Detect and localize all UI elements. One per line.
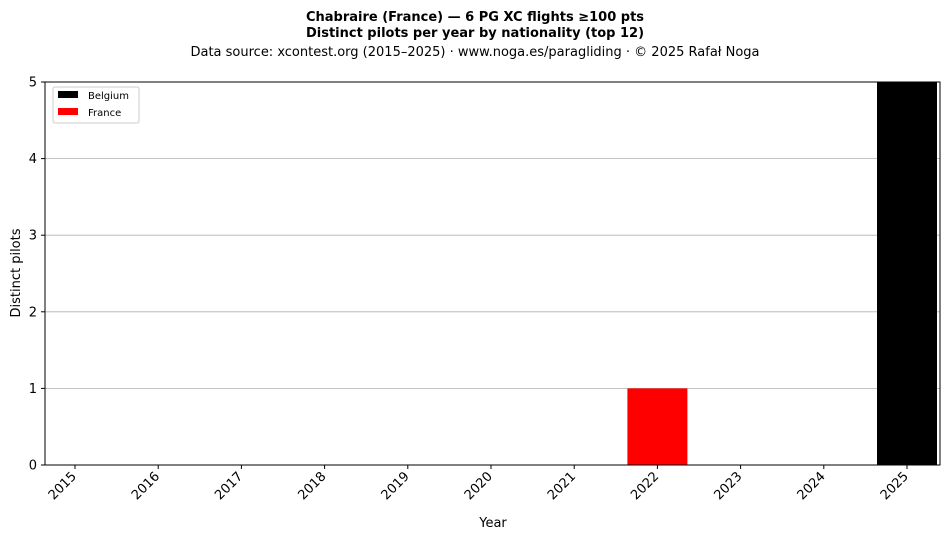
chart-title-line-1: Chabraire (France) — 6 PG XC flights ≥10… bbox=[306, 10, 644, 25]
bars bbox=[627, 82, 937, 465]
x-tick-label-2022: 2022 bbox=[628, 469, 662, 503]
x-axis-label: Year bbox=[478, 516, 507, 531]
legend-swatch-france bbox=[58, 108, 78, 115]
x-tick-label-2021: 2021 bbox=[545, 469, 579, 503]
x-tick-label-2024: 2024 bbox=[795, 469, 829, 503]
legend-label-belgium: Belgium bbox=[88, 91, 129, 102]
legend-swatch-belgium bbox=[58, 91, 78, 98]
y-axis-ticks: 0 1 2 3 4 5 bbox=[29, 76, 45, 474]
x-tick-label-2020: 2020 bbox=[462, 469, 496, 503]
bar-france-2022 bbox=[627, 388, 688, 465]
y-axis-label: Distinct pilots bbox=[9, 228, 24, 317]
legend: Belgium France bbox=[52, 86, 140, 124]
x-tick-label-2016: 2016 bbox=[129, 469, 163, 503]
y-tick-label-3: 3 bbox=[29, 229, 37, 244]
x-axis-ticks: 2015 2016 2017 2018 2019 2020 2021 2022 2023 2024… bbox=[46, 465, 912, 503]
y-tick-label-2: 2 bbox=[29, 305, 37, 320]
x-tick-label-2025: 2025 bbox=[878, 469, 912, 503]
legend-label-france: France bbox=[88, 108, 121, 119]
y-tick-label-1: 1 bbox=[29, 382, 37, 397]
chart-title-line-2: Distinct pilots per year by nationality … bbox=[306, 26, 644, 41]
x-tick-label-2018: 2018 bbox=[295, 469, 329, 503]
plot-area-frame bbox=[44, 81, 941, 466]
y-tick-label-0: 0 bbox=[29, 459, 37, 474]
x-tick-label-2023: 2023 bbox=[711, 469, 745, 503]
x-tick-label-2019: 2019 bbox=[379, 469, 413, 503]
y-tick-label-4: 4 bbox=[29, 152, 37, 167]
bar-belgium-2025 bbox=[877, 82, 937, 465]
x-tick-label-2017: 2017 bbox=[212, 469, 246, 503]
gridlines bbox=[45, 81, 940, 466]
chart-subtitle: Data source: xcontest.org (2015–2025) · … bbox=[190, 45, 759, 60]
y-tick-label-5: 5 bbox=[29, 76, 37, 91]
x-tick-label-2015: 2015 bbox=[46, 469, 80, 503]
